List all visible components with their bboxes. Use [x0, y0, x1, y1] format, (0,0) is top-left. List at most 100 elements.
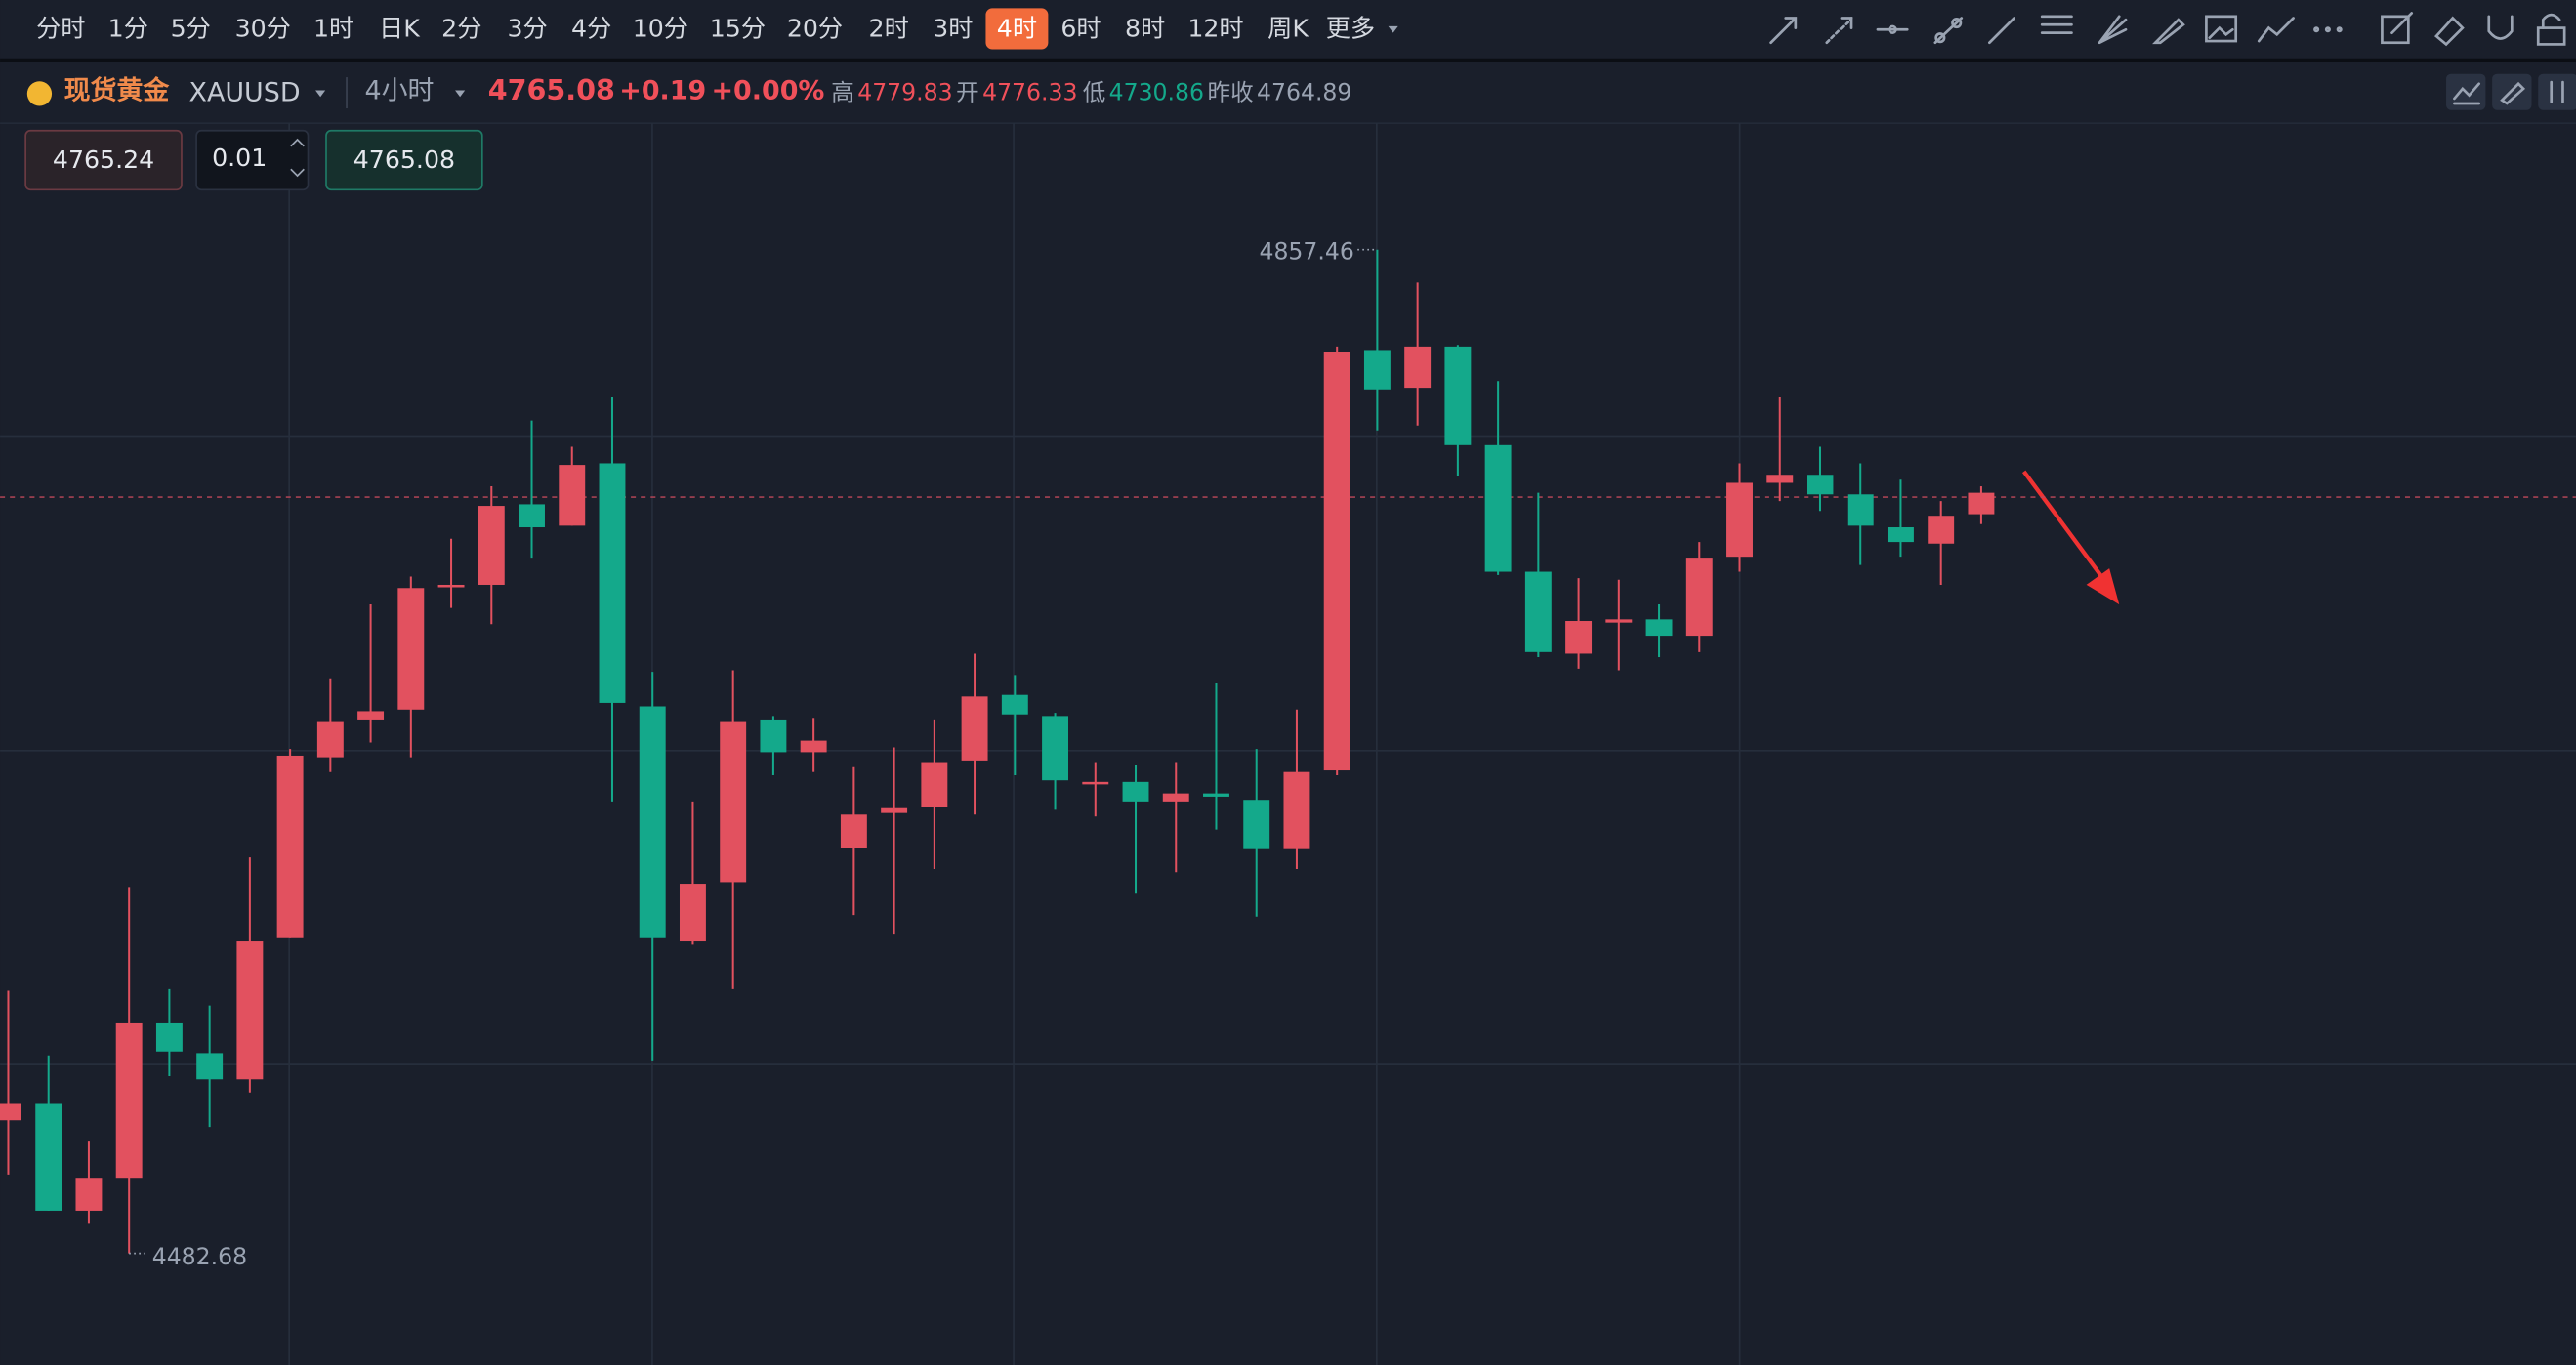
icon [2453, 82, 2481, 105]
candle-body [961, 696, 988, 761]
timeframe-tab[interactable]: 1分 [108, 14, 148, 42]
sell-button[interactable] [24, 129, 183, 191]
active-tab[interactable] [985, 8, 1049, 50]
chart-tools[interactable] [2446, 73, 2576, 110]
candle-body [1042, 716, 1069, 781]
timeframe-tab[interactable]: 更多 [1326, 14, 1375, 42]
candle-body [1162, 793, 1189, 802]
candle-body [196, 1053, 224, 1080]
timeframe-tab[interactable]: 5分 [171, 14, 211, 42]
timeframe-tab[interactable]: 2分 [441, 14, 481, 42]
prev-label: 昨收 [1208, 78, 1254, 105]
high-value: 4779.83 [857, 78, 952, 105]
candle-body [397, 588, 425, 710]
candle-body [1685, 558, 1713, 637]
drawing-tools[interactable] [1769, 12, 2566, 47]
icon [2500, 81, 2526, 105]
change: +0.19 [619, 76, 706, 106]
candle-body [1203, 793, 1229, 797]
candle-body [599, 463, 626, 703]
candle-body [35, 1103, 62, 1211]
candle-body [75, 1178, 103, 1211]
candle-body [840, 814, 867, 848]
candle-body [357, 711, 385, 720]
dropdown [315, 90, 326, 98]
dropdown [455, 90, 466, 98]
timeframe-tab[interactable]: 15分 [710, 14, 766, 42]
candle-body [1283, 771, 1310, 849]
candle-body [1243, 800, 1270, 849]
timeframe-tab[interactable]: 分时 [36, 14, 85, 42]
candle-body [1807, 475, 1834, 495]
annotation-arrow [2021, 470, 2120, 605]
change-pct: +0.00% [712, 76, 825, 106]
low-value: 4730.86 [1109, 78, 1204, 105]
timeframe-tab[interactable]: 2时 [869, 14, 909, 42]
candle-body [1968, 492, 1995, 515]
timeframe-tab[interactable]: 3分 [507, 14, 547, 42]
candle-body [155, 1022, 183, 1052]
lots-input[interactable] [195, 129, 310, 191]
last-price: 4765.08 [488, 73, 615, 106]
timeframe-tab[interactable]: 20分 [787, 14, 843, 42]
stepper[interactable] [290, 138, 305, 178]
candle-body [478, 506, 505, 585]
symbol-code[interactable]: XAUUSD [189, 77, 301, 107]
candle-body [0, 1103, 21, 1121]
candle-body [1928, 516, 1955, 544]
candle-body [800, 740, 827, 753]
candle-body [1484, 444, 1512, 572]
candle-body [1082, 781, 1109, 785]
open-label: 开 [956, 78, 979, 105]
candle-body [720, 721, 747, 883]
tool-button[interactable] [2538, 73, 2576, 110]
min-label: 4482.68 [152, 1243, 247, 1270]
timeframe-tab[interactable]: 10分 [633, 14, 688, 42]
timeframe-tab[interactable]: 4时 [997, 14, 1037, 42]
candle-body [921, 762, 948, 807]
candle-body [881, 807, 908, 813]
period[interactable]: 4小时 [365, 76, 435, 106]
timeframe-tab[interactable]: 12时 [1187, 14, 1243, 42]
candle-body [316, 721, 344, 758]
sell-price[interactable]: 4765.24 [53, 145, 154, 174]
gold-icon [26, 81, 53, 106]
timeframe-tab[interactable]: 日K [379, 14, 421, 42]
timeframe-tab[interactable]: 3时 [933, 14, 973, 42]
candle-body [559, 465, 586, 526]
candle-body [1605, 619, 1633, 623]
candle-body [1524, 571, 1552, 652]
candle-body [1122, 781, 1149, 802]
candle-body [639, 706, 666, 938]
timeframe-tab[interactable]: 30分 [235, 14, 291, 42]
candle-body [437, 584, 465, 588]
candle-body [679, 884, 706, 942]
candle-body [1645, 619, 1673, 637]
symbol-name: 现货黄金 [64, 75, 171, 106]
timeframe-tab[interactable]: 周K [1267, 14, 1309, 42]
open-value: 4776.33 [982, 78, 1077, 105]
candle-body [276, 755, 304, 938]
candle-body [1001, 694, 1028, 715]
candle-body [760, 719, 787, 753]
timeframe-tab[interactable]: 4分 [571, 14, 611, 42]
candle-body [1766, 475, 1794, 483]
timeframe-tab[interactable]: 6时 [1060, 14, 1101, 42]
timeframe-tab[interactable]: 8时 [1125, 14, 1165, 42]
buy-price[interactable]: 4765.08 [353, 145, 455, 174]
icon [2550, 80, 2564, 103]
candle-body [236, 941, 264, 1080]
candle-body [519, 504, 545, 528]
prev-value: 4764.89 [1257, 78, 1351, 105]
timeframe-tab[interactable]: 1时 [313, 14, 353, 42]
candle-body [115, 1022, 143, 1179]
low-label: 低 [1083, 78, 1106, 105]
candle-body [1847, 494, 1874, 526]
dropdown [1388, 25, 1398, 33]
buy-button[interactable] [325, 129, 483, 191]
lots-value[interactable]: 0.01 [212, 144, 267, 172]
candle-body [1565, 621, 1593, 654]
